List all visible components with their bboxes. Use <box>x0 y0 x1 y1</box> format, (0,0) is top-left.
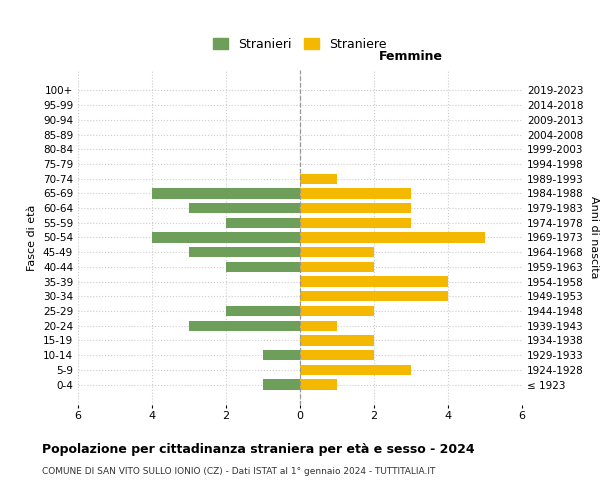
Bar <box>300 336 374 345</box>
Bar <box>300 232 485 242</box>
Bar <box>300 203 411 213</box>
Bar <box>226 262 300 272</box>
Bar <box>300 276 448 287</box>
Text: Femmine: Femmine <box>379 50 443 64</box>
Y-axis label: Fasce di età: Fasce di età <box>28 204 37 270</box>
Text: COMUNE DI SAN VITO SULLO IONIO (CZ) - Dati ISTAT al 1° gennaio 2024 - TUTTITALIA: COMUNE DI SAN VITO SULLO IONIO (CZ) - Da… <box>42 468 436 476</box>
Bar <box>189 203 300 213</box>
Bar <box>300 247 374 258</box>
Bar <box>300 306 374 316</box>
Bar <box>300 174 337 184</box>
Bar <box>300 350 374 360</box>
Legend: Stranieri, Straniere: Stranieri, Straniere <box>208 32 392 56</box>
Bar <box>226 218 300 228</box>
Bar <box>263 380 300 390</box>
Bar <box>226 306 300 316</box>
Bar <box>189 320 300 331</box>
Bar <box>300 188 411 198</box>
Bar <box>300 262 374 272</box>
Bar <box>152 232 300 242</box>
Bar <box>152 188 300 198</box>
Bar <box>300 218 411 228</box>
Y-axis label: Anni di nascita: Anni di nascita <box>589 196 599 279</box>
Bar <box>263 350 300 360</box>
Bar <box>300 291 448 302</box>
Bar <box>300 320 337 331</box>
Bar <box>300 365 411 375</box>
Text: Popolazione per cittadinanza straniera per età e sesso - 2024: Popolazione per cittadinanza straniera p… <box>42 442 475 456</box>
Bar <box>189 247 300 258</box>
Bar <box>300 380 337 390</box>
